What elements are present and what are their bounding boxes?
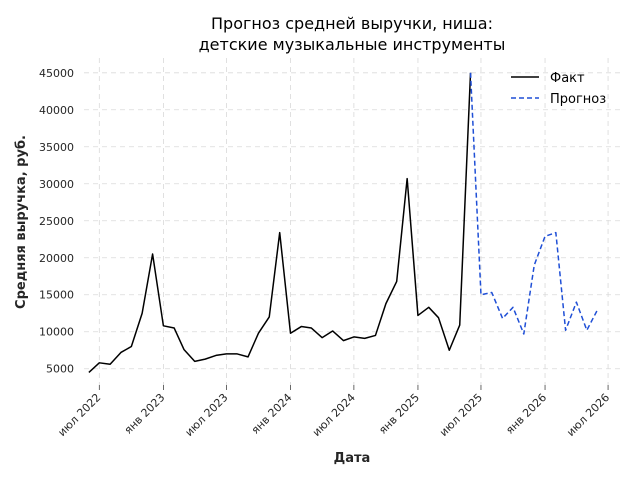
x-tick-label: июл 2025 [437, 391, 485, 439]
x-tick-label: янв 2025 [376, 391, 422, 437]
series-line-forecast [469, 72, 599, 335]
y-tick-label: 5000 [46, 363, 74, 376]
x-axis-ticks: июл 2022 янв 2023 июл 2023 янв 2024 июл 2024… [55, 385, 612, 439]
x-tick-label: янв 2024 [249, 391, 295, 437]
y-axis-ticks: 5000 10000 15000 20000 25000 30000 35000 40000 4… [39, 67, 74, 376]
y-tick-label: 35000 [39, 141, 74, 154]
x-tick-label: июл 2026 [564, 391, 612, 439]
chart-title-line-2: детские музыкальные инструменты [199, 35, 506, 54]
grid [84, 58, 622, 385]
y-tick-label: 10000 [39, 326, 74, 339]
x-tick-label: июл 2022 [55, 391, 103, 439]
legend-label: Факт [550, 71, 585, 86]
y-axis-label: Средняя выручка, руб. [14, 135, 29, 309]
x-axis-label: Дата [334, 451, 371, 466]
y-tick-label: 25000 [39, 215, 74, 228]
legend: Факт Прогноз [511, 71, 606, 107]
x-tick-label: янв 2023 [122, 391, 168, 437]
y-tick-label: 40000 [39, 104, 74, 117]
x-tick-label: июл 2023 [183, 391, 231, 439]
y-tick-label: 15000 [39, 289, 74, 302]
legend-label: Прогноз [550, 92, 606, 107]
y-tick-label: 20000 [39, 252, 74, 265]
y-tick-label: 30000 [39, 178, 74, 191]
chart-title-line-1: Прогноз средней выручки, ниша: [211, 14, 493, 33]
x-tick-label: июл 2024 [310, 391, 358, 439]
plot-series [88, 72, 599, 373]
series-line-fact [88, 72, 472, 373]
x-tick-label: янв 2026 [503, 391, 549, 437]
y-tick-label: 45000 [39, 67, 74, 80]
